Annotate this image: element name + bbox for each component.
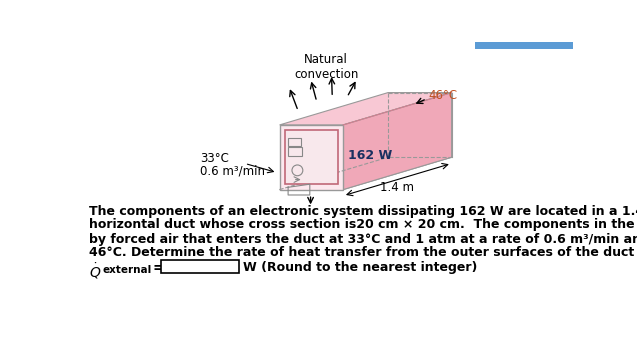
Text: 33°C: 33°C [200, 152, 229, 165]
Bar [161, 260, 238, 273]
Text: 46°C. Determine the rate of heat transfer from the outer surfaces of the duct to: 46°C. Determine the rate of heat transfe… [89, 246, 637, 259]
Bar [475, 42, 573, 49]
Polygon shape [285, 130, 338, 184]
Text: W (Round to the nearest integer): W (Round to the nearest integer) [243, 261, 478, 274]
Polygon shape [280, 157, 452, 190]
Text: 0.6 m³/min: 0.6 m³/min [200, 165, 265, 177]
Text: by forced air that enters the duct at 33°C and 1 atm at a rate of 0.6 m³/min and: by forced air that enters the duct at 33… [89, 233, 637, 246]
Text: 162 W: 162 W [348, 149, 392, 162]
Text: Natural
convection: Natural convection [294, 53, 358, 80]
Text: external: external [103, 265, 152, 275]
Text: 1.4 m: 1.4 m [380, 181, 415, 194]
Polygon shape [280, 125, 343, 190]
Text: 46°C: 46°C [428, 89, 457, 102]
Text: =: = [152, 261, 164, 275]
Text: The components of an electronic system dissipating 162 W are located in a 1.4–m–: The components of an electronic system d… [89, 205, 637, 218]
Bar [288, 138, 301, 146]
Text: $\dot{Q}$: $\dot{Q}$ [89, 261, 101, 281]
Polygon shape [343, 93, 452, 190]
Bar [288, 147, 302, 157]
Text: horizontal duct whose cross section is20 cm × 20 cm.  The components in the duct: horizontal duct whose cross section is20… [89, 218, 637, 231]
Polygon shape [280, 93, 452, 125]
